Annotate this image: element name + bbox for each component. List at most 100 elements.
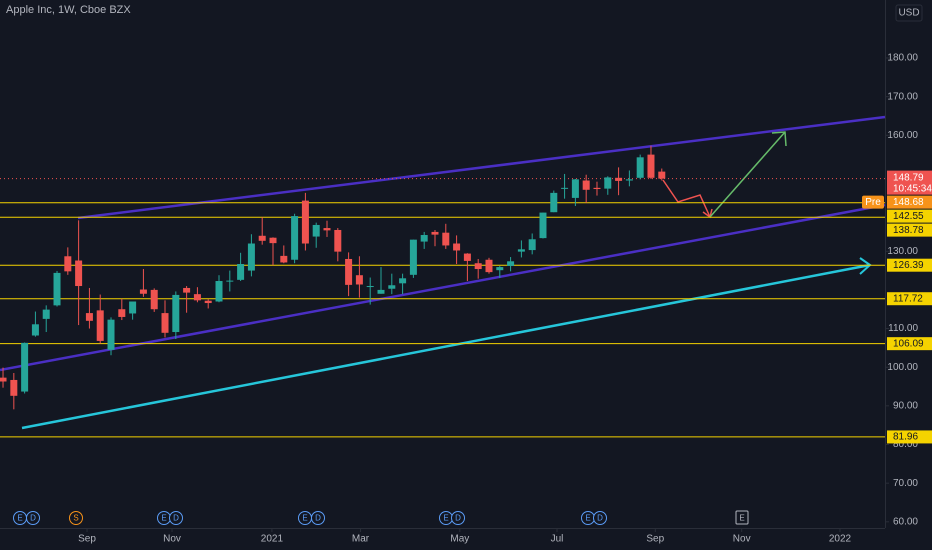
candle-body: [291, 216, 299, 260]
candle-body: [53, 272, 61, 306]
event-label: E: [585, 514, 590, 523]
x-tick-label: Jul: [551, 534, 564, 545]
candle-body: [215, 281, 223, 302]
candle-body: [85, 313, 93, 321]
currency: USD: [898, 8, 919, 19]
channel-bottom: [0, 203, 886, 372]
candle-body: [0, 377, 7, 382]
event-icon: [311, 511, 325, 525]
x-tick-label: Mar: [352, 534, 370, 545]
candle-body: [647, 154, 655, 178]
candle-body: [301, 200, 309, 244]
level-tag: [887, 337, 932, 351]
premarket-tag: [887, 195, 932, 209]
event-icon: [735, 510, 749, 525]
countdown-label: 10:45:34: [893, 183, 932, 194]
candle-body: [269, 237, 277, 244]
event-icon: [169, 511, 183, 525]
candle-body: [280, 255, 288, 263]
event-label: E: [302, 514, 307, 523]
candle-body: [129, 301, 137, 314]
premarket-label: Pre: [865, 197, 881, 208]
x-tick-label: 2021: [261, 534, 284, 545]
candle-body: [550, 192, 558, 213]
event-icon: [26, 511, 40, 525]
candle-body: [247, 243, 255, 271]
candle-body: [593, 187, 601, 190]
candle-body: [345, 258, 353, 285]
projection-up-head: [771, 131, 787, 147]
event-label: E: [161, 514, 166, 523]
candle-body: [658, 171, 666, 179]
event-label: D: [173, 514, 179, 523]
candle-body: [323, 228, 331, 231]
projection-down: [662, 179, 711, 218]
level-label: 81.96: [893, 432, 918, 443]
y-tick-label: 110.00: [888, 323, 918, 334]
support-line: [21, 263, 871, 430]
candle-body: [539, 212, 547, 239]
candle-body: [312, 224, 320, 237]
x-tick-label: 2022: [829, 534, 852, 545]
candle-body: [21, 342, 29, 392]
candle-body: [388, 285, 396, 289]
level-tag: [887, 223, 932, 237]
chart-title: Apple Inc, 1W, Cboe BZX: [6, 4, 131, 16]
y-tick-label: 80.00: [893, 439, 918, 450]
premarket-badge: [862, 195, 884, 209]
event-label: D: [455, 514, 461, 523]
candle-body: [463, 253, 471, 261]
y-tick-label: 100.00: [887, 362, 918, 373]
level-label: 106.09: [893, 338, 924, 349]
candle-body: [399, 278, 407, 284]
candle-body: [10, 379, 18, 396]
premarket-value: 148.68: [893, 197, 924, 208]
level-tag: [887, 430, 932, 444]
candle-body: [604, 177, 612, 189]
event-label: D: [597, 514, 603, 523]
x-tick-label: Sep: [78, 534, 96, 545]
channel-top: [77, 115, 886, 220]
y-tick-label: 160.00: [887, 130, 918, 141]
candle-body: [42, 309, 50, 319]
candle-body: [107, 319, 115, 350]
candle-body: [636, 157, 644, 178]
candle-body: [507, 261, 515, 266]
currency-box: [895, 4, 923, 22]
level-label: 138.78: [893, 225, 924, 236]
candle-body: [571, 179, 579, 198]
level-label: 117.72: [893, 293, 923, 304]
candle-body: [96, 310, 104, 341]
last-price-tag: [887, 170, 932, 195]
candle-body: [183, 287, 191, 293]
candle-body: [258, 235, 266, 241]
level-tag: [887, 292, 932, 306]
candle-body: [409, 239, 417, 275]
x-tick-label: May: [450, 534, 469, 545]
candle-body: [496, 267, 504, 271]
event-icon: [69, 511, 83, 525]
level-tag: [887, 258, 932, 272]
candle-body: [442, 232, 450, 246]
candle-body: [625, 179, 633, 181]
candle-body: [420, 235, 428, 242]
candle-body: [161, 313, 169, 333]
y-tick-label: 60.00: [893, 516, 918, 527]
last-price-label: 148.79: [893, 172, 924, 183]
candle-body: [377, 289, 385, 294]
level-tag: [887, 209, 932, 223]
y-tick-label: 130.00: [887, 246, 918, 257]
x-tick-label: Nov: [163, 534, 181, 545]
level-label: 126.39: [893, 260, 924, 271]
y-tick-label: 180.00: [887, 53, 918, 64]
candle-body: [582, 180, 590, 190]
candle-body: [118, 309, 126, 317]
event-icon: [593, 511, 607, 525]
level-label: 142.55: [893, 211, 924, 222]
event-label: S: [73, 514, 78, 523]
candle-body: [31, 324, 39, 336]
candle-body: [355, 275, 363, 285]
